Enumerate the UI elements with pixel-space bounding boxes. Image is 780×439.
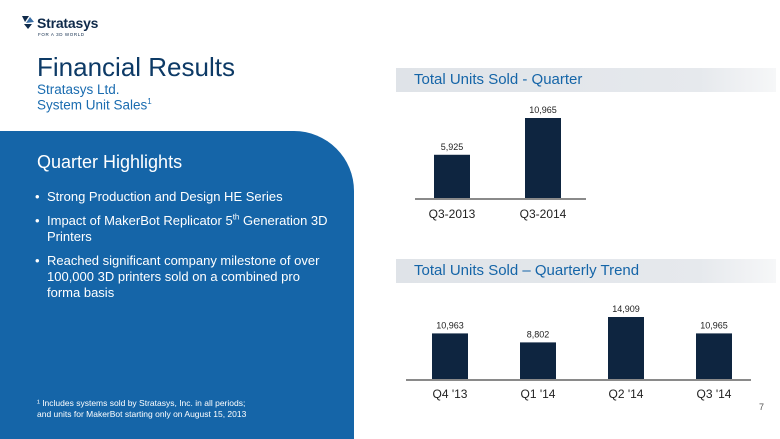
footnote-line-1: ¹ Includes systems sold by Stratasys, In…: [37, 398, 246, 408]
chart-2-bar-4: [696, 333, 732, 379]
chart-1-data-label-1: 5,925: [441, 142, 464, 152]
chart-2-data-label-4: 10,965: [700, 320, 728, 330]
footnote: ¹ Includes systems sold by Stratasys, In…: [37, 398, 337, 420]
highlight-bullet-2: Impact of MakerBot Replicator 5th Genera…: [35, 213, 335, 245]
logo-name: Stratasys: [37, 15, 99, 31]
highlight-bullet-3: Reached significant company milestone of…: [35, 253, 335, 301]
chart-1-bar-1: [434, 154, 470, 198]
subtitle-company: Stratasys Ltd.: [37, 82, 120, 97]
page-title: Financial Results: [37, 52, 235, 82]
subtitle-metric: System Unit Sales1: [37, 97, 152, 113]
logo-tagline: FOR A 3D WORLD: [38, 32, 85, 37]
highlight-bullet-2-pre: Impact of MakerBot Replicator 5: [47, 213, 233, 228]
chart-2-tick-label-2: Q1 '14: [521, 387, 556, 401]
chart-2-tick-label-3: Q2 '14: [609, 387, 644, 401]
chart-1-tick-label-1: Q3-2013: [429, 207, 476, 221]
chart-1-header: Total Units Sold - Quarter: [396, 68, 776, 92]
chart-2: 10,963 Q4 '13 8,802 Q1 '14 14,909 Q2 '14 10,96…: [406, 304, 751, 401]
highlights-title: Quarter Highlights: [37, 152, 183, 172]
chart-2-data-label-2: 8,802: [527, 329, 550, 339]
chart-1-title: Total Units Sold - Quarter: [414, 71, 583, 88]
chart-2-bar-2: [520, 342, 556, 379]
chart-2-header: Total Units Sold – Quarterly Trend: [396, 259, 776, 283]
chart-2-tick-label-1: Q4 '13: [433, 387, 468, 401]
footnote-mark: 1: [147, 97, 152, 106]
highlights-list: Strong Production and Design HE Series I…: [35, 189, 335, 309]
page-number: 7: [759, 402, 765, 412]
subtitle-metric-text: System Unit Sales: [37, 97, 148, 113]
chart-1-bar-2: [525, 118, 561, 198]
highlight-bullet-2-post: Generation 3D Printers: [47, 213, 328, 244]
chart-2-data-label-1: 10,963: [436, 320, 464, 330]
chart-2-tick-label-4: Q3 '14: [697, 387, 732, 401]
chart-1: 5,925 Q3-2013 10,965 Q3-2014: [415, 105, 586, 221]
chart-1-tick-label-2: Q3-2014: [520, 207, 567, 221]
chart-2-bar-1: [432, 333, 468, 379]
highlight-bullet-1: Strong Production and Design HE Series: [35, 189, 335, 205]
footnote-line-2: and units for MakerBot starting only on …: [37, 409, 247, 419]
chart-2-data-label-3: 14,909: [612, 304, 640, 314]
stratasys-mark-icon: [22, 16, 34, 29]
chart-2-title: Total Units Sold – Quarterly Trend: [414, 262, 640, 279]
highlight-bullet-2-sup: th: [232, 212, 240, 222]
chart-2-bar-3: [608, 317, 644, 379]
stratasys-logo: Stratasys FOR A 3D WORLD: [20, 14, 100, 44]
chart-1-data-label-2: 10,965: [529, 105, 557, 115]
